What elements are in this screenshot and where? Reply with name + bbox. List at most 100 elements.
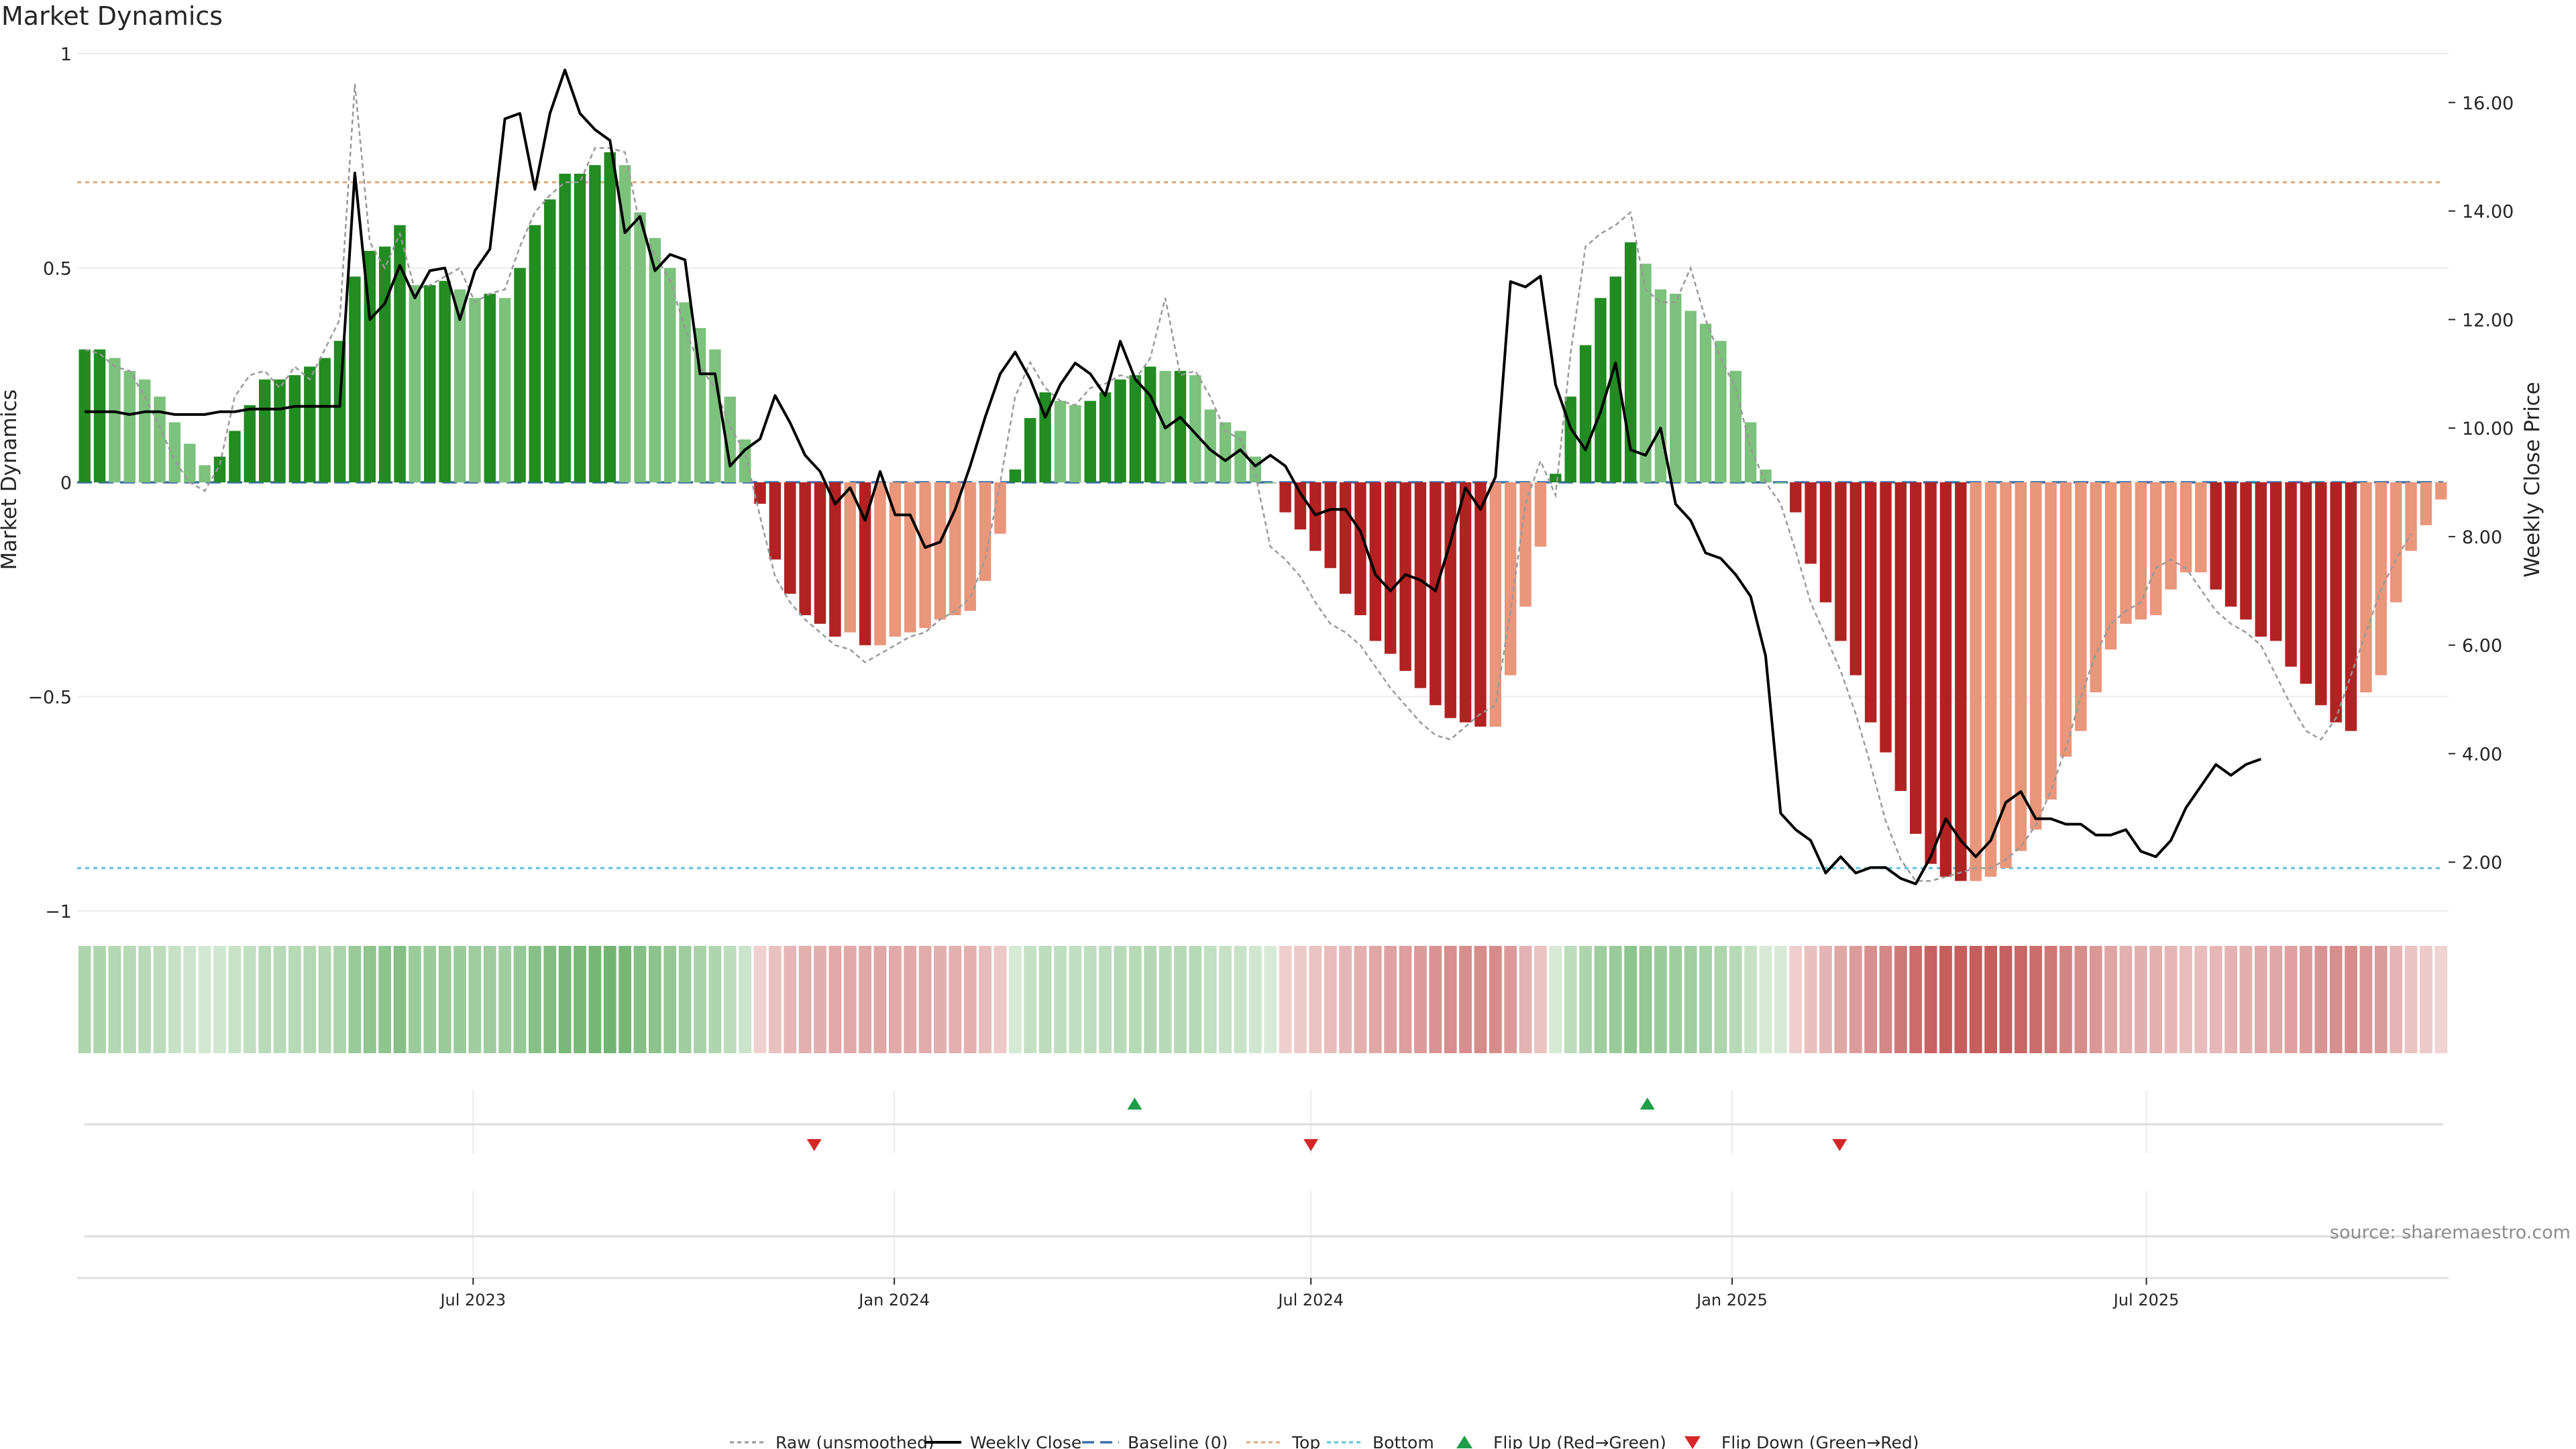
bar — [1189, 375, 1201, 482]
regime-cell — [1339, 946, 1352, 1053]
bar — [1054, 400, 1067, 482]
legend-label: Flip Down (Green→Red) — [1721, 1433, 1919, 1449]
regime-cell — [2420, 946, 2432, 1053]
regime-cell — [1368, 946, 1382, 1053]
bar — [2255, 482, 2267, 637]
regime-cell — [798, 946, 812, 1053]
bar — [754, 482, 766, 504]
bar — [1069, 405, 1081, 482]
regime-cell — [1759, 946, 1772, 1053]
x-tick-label: Jan 2024 — [857, 1291, 930, 1309]
bar — [1609, 276, 1622, 482]
bar — [288, 375, 301, 482]
bar — [829, 482, 841, 637]
y-tick-label: 1 — [60, 44, 72, 65]
regime-cell — [1594, 946, 1607, 1053]
regime-cell — [2224, 946, 2237, 1053]
regime-cell — [1189, 946, 1202, 1053]
bar — [1024, 418, 1036, 482]
regime-cell — [1549, 946, 1562, 1053]
bar — [1684, 311, 1697, 482]
bar — [1444, 482, 1456, 718]
bar — [1264, 482, 1277, 484]
regime-cell — [378, 946, 392, 1053]
regime-cell — [1309, 946, 1322, 1053]
regime-cell — [648, 946, 661, 1053]
regime-cell — [2390, 946, 2403, 1053]
bar — [1939, 482, 1952, 877]
regime-cell — [1984, 946, 1998, 1053]
regime-cell — [1969, 946, 1982, 1053]
bar — [649, 237, 661, 482]
bar — [78, 349, 91, 482]
y-tick-label: −1 — [45, 902, 72, 922]
bar — [844, 482, 856, 633]
bar — [364, 250, 376, 482]
bar — [424, 285, 436, 482]
regime-cell — [1669, 946, 1682, 1053]
regime-cell — [243, 946, 256, 1053]
regime-cell — [1099, 946, 1112, 1053]
bar — [2390, 482, 2402, 602]
regime-cell — [994, 946, 1007, 1053]
bar — [1760, 469, 1772, 482]
legend-swatch — [1684, 1436, 1701, 1449]
bar — [859, 482, 871, 645]
bar — [1955, 482, 1967, 881]
bar — [199, 465, 211, 482]
regime-cell — [1609, 946, 1622, 1053]
regime-cell — [108, 946, 121, 1053]
bar — [1324, 482, 1336, 568]
regime-cell — [168, 946, 181, 1053]
regime-cell — [318, 946, 331, 1053]
bar — [2045, 482, 2057, 800]
bar — [349, 276, 361, 482]
regime-cell — [1128, 946, 1142, 1053]
y2-tick-label: 12.00 — [2462, 310, 2514, 331]
bar — [889, 482, 902, 637]
bar — [498, 298, 511, 482]
bar — [1670, 293, 1682, 482]
flip-up-marker — [1127, 1097, 1142, 1110]
regime-cell — [1264, 946, 1277, 1053]
y2-tick-label: 8.00 — [2462, 527, 2502, 548]
bar — [1534, 482, 1547, 547]
bar — [1550, 474, 1562, 482]
regime-cell — [2359, 946, 2373, 1053]
legend-label: Bottom — [1373, 1433, 1434, 1449]
bar — [439, 280, 451, 482]
regime-cell — [513, 946, 527, 1053]
legend-label: Top — [1291, 1433, 1320, 1449]
regime-cell — [258, 946, 272, 1053]
bar — [258, 379, 271, 482]
bar — [213, 456, 226, 482]
regime-cell — [603, 946, 616, 1053]
bar — [1204, 409, 1216, 482]
bar — [378, 246, 391, 482]
bar — [1864, 482, 1877, 722]
regime-cell — [138, 946, 152, 1053]
regime-cell — [1414, 946, 1427, 1053]
legend-label: Raw (unsmoothed) — [775, 1433, 934, 1449]
bar — [2210, 482, 2222, 590]
regime-cell — [1864, 946, 1878, 1053]
bar — [934, 482, 947, 620]
regime-cell — [1699, 946, 1712, 1053]
regime-cell — [273, 946, 286, 1053]
left-axis-label: Market Dynamics — [0, 389, 21, 570]
flip-panel — [84, 1090, 2443, 1281]
bar — [1279, 482, 1291, 513]
bar — [1595, 298, 1607, 482]
legend-item-raw: Raw (unsmoothed) — [730, 1433, 934, 1449]
regime-cell — [438, 946, 451, 1053]
source-text: source: sharemaestro.com — [2330, 1222, 2571, 1243]
bar — [1219, 422, 1232, 482]
regime-cell — [1804, 946, 1817, 1053]
regime-cell — [213, 946, 226, 1053]
regime-cell — [633, 946, 647, 1053]
bar — [1384, 482, 1397, 654]
bar — [2360, 482, 2372, 693]
bar — [2149, 482, 2162, 616]
bar — [1339, 482, 1352, 594]
regime-cell — [1069, 946, 1082, 1053]
